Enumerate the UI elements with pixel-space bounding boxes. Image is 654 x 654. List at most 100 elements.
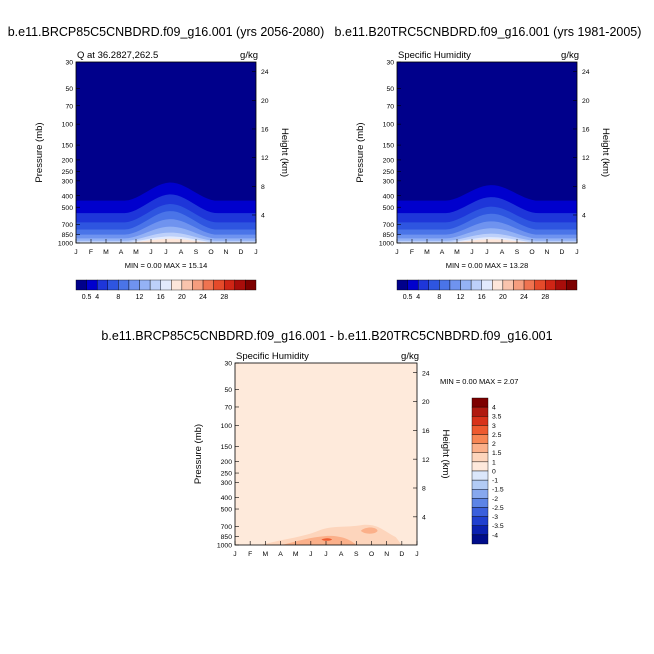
month-tick-label: M [424, 249, 430, 256]
month-tick-label: D [399, 551, 404, 558]
colorbar-label: 8 [116, 294, 120, 301]
pressure-tick-label: 200 [62, 158, 74, 165]
month-tick-label: J [575, 249, 578, 256]
month-tick-label: J [485, 249, 488, 256]
colorbar-swatch [492, 279, 504, 291]
colorbar-swatch [471, 461, 489, 472]
colorbar-swatch [471, 443, 489, 453]
pressure-tick-label: 300 [383, 178, 395, 185]
colorbar-label: -1.5 [492, 487, 504, 494]
month-tick-label: J [254, 249, 257, 256]
colorbar-swatch [471, 452, 489, 463]
colorbar-swatch [107, 279, 119, 291]
month-tick-label: A [119, 249, 124, 256]
pressure-tick-label: 250 [383, 169, 395, 176]
colorbar-swatch [471, 534, 489, 545]
colorbar-swatch [181, 279, 193, 291]
colorbar-swatch [470, 279, 482, 291]
pressure-tick-label: 300 [62, 178, 74, 185]
colorbar-swatch [471, 406, 489, 417]
pressure-tick-label: 500 [383, 205, 395, 212]
month-tick-label: F [89, 249, 93, 256]
colorbar-swatch [428, 279, 440, 291]
colorbar-swatch [523, 279, 535, 291]
height-tick-label: 20 [261, 98, 269, 105]
colorbar-label: -3 [492, 514, 498, 521]
height-tick-label: 8 [582, 184, 586, 191]
height-tick-label: 20 [582, 98, 590, 105]
pressure-tick-label: 300 [221, 480, 233, 487]
month-tick-label: J [309, 551, 312, 558]
pressure-tick-label: 50 [65, 86, 73, 93]
colorbar-swatch [471, 434, 489, 444]
month-tick-label: M [133, 249, 139, 256]
month-tick-label: N [384, 551, 389, 558]
month-tick-label: D [560, 249, 565, 256]
pressure-tick-label: 850 [62, 232, 74, 239]
colorbar-label: -3.5 [492, 523, 504, 530]
colorbar-swatch [213, 279, 225, 291]
colorbar-swatch [471, 479, 489, 490]
colorbar-swatch [471, 516, 489, 526]
pressure-tick-label: 1000 [217, 543, 232, 550]
month-tick-label: J [415, 551, 418, 558]
y-axis-label-right: Height (km) [279, 128, 290, 177]
month-tick-label: J [164, 249, 167, 256]
colorbar-swatch [160, 279, 172, 291]
pressure-tick-label: 500 [62, 205, 74, 212]
colorbar-label: 28 [220, 294, 228, 301]
pressure-tick-label: 1000 [58, 241, 73, 248]
month-tick-label: A [500, 249, 505, 256]
height-tick-label: 24 [422, 370, 430, 377]
colorbar-label: 28 [541, 294, 549, 301]
colorbar-label: 2 [492, 441, 496, 448]
colorbar-swatch [471, 498, 489, 508]
pressure-tick-label: 150 [62, 143, 74, 150]
contour-background [235, 363, 417, 545]
panel-historical: b.e11.B20TRC5CNBDRD.f09_g16.001 (yrs 198… [335, 25, 642, 301]
height-tick-label: 8 [261, 184, 265, 191]
colorbar-label: -2 [492, 496, 498, 503]
colorbar-label: 20 [499, 294, 507, 301]
colorbar-swatch [417, 279, 429, 291]
height-tick-label: 4 [422, 514, 426, 521]
colorbar-swatch [502, 279, 514, 291]
pressure-tick-label: 50 [386, 86, 394, 93]
height-tick-label: 12 [261, 155, 269, 162]
month-tick-label: J [233, 551, 236, 558]
chart-title: b.e11.B20TRC5CNBDRD.f09_g16.001 (yrs 198… [335, 25, 642, 39]
y-axis-label: Pressure (mb) [193, 424, 204, 484]
pressure-tick-label: 100 [221, 423, 233, 430]
colorbar-swatch [192, 279, 204, 291]
units-label: g/kg [561, 50, 579, 61]
pressure-tick-label: 70 [65, 103, 73, 110]
stats-text: MIN = 0.00 MAX = 13.28 [446, 261, 529, 270]
month-tick-label: J [470, 249, 473, 256]
month-tick-label: A [179, 249, 184, 256]
pressure-tick-label: 150 [221, 444, 233, 451]
pressure-tick-label: 850 [221, 534, 233, 541]
colorbar-label: 16 [157, 294, 165, 301]
pressure-tick-label: 250 [62, 169, 74, 176]
month-tick-label: N [545, 249, 550, 256]
month-tick-label: A [440, 249, 445, 256]
contour-band [282, 535, 357, 545]
month-tick-label: S [515, 249, 520, 256]
colorbar-swatch [471, 507, 489, 517]
chart-subtitle: Specific Humidity [398, 50, 471, 61]
colorbar-label: 24 [199, 294, 207, 301]
month-tick-label: O [208, 249, 213, 256]
month-tick-label: J [324, 551, 327, 558]
month-tick-label: O [529, 249, 534, 256]
colorbar-swatch [471, 416, 489, 426]
month-tick-label: A [278, 551, 283, 558]
height-tick-label: 24 [261, 69, 269, 76]
y-axis-label: Pressure (mb) [34, 122, 45, 182]
colorbar-swatch [471, 525, 489, 536]
colorbar-swatch [396, 279, 408, 291]
pressure-tick-label: 70 [386, 103, 394, 110]
colorbar-swatch [128, 279, 140, 291]
pressure-tick-label: 400 [221, 495, 233, 502]
colorbar-swatch [449, 279, 461, 291]
pressure-tick-label: 100 [383, 122, 395, 129]
